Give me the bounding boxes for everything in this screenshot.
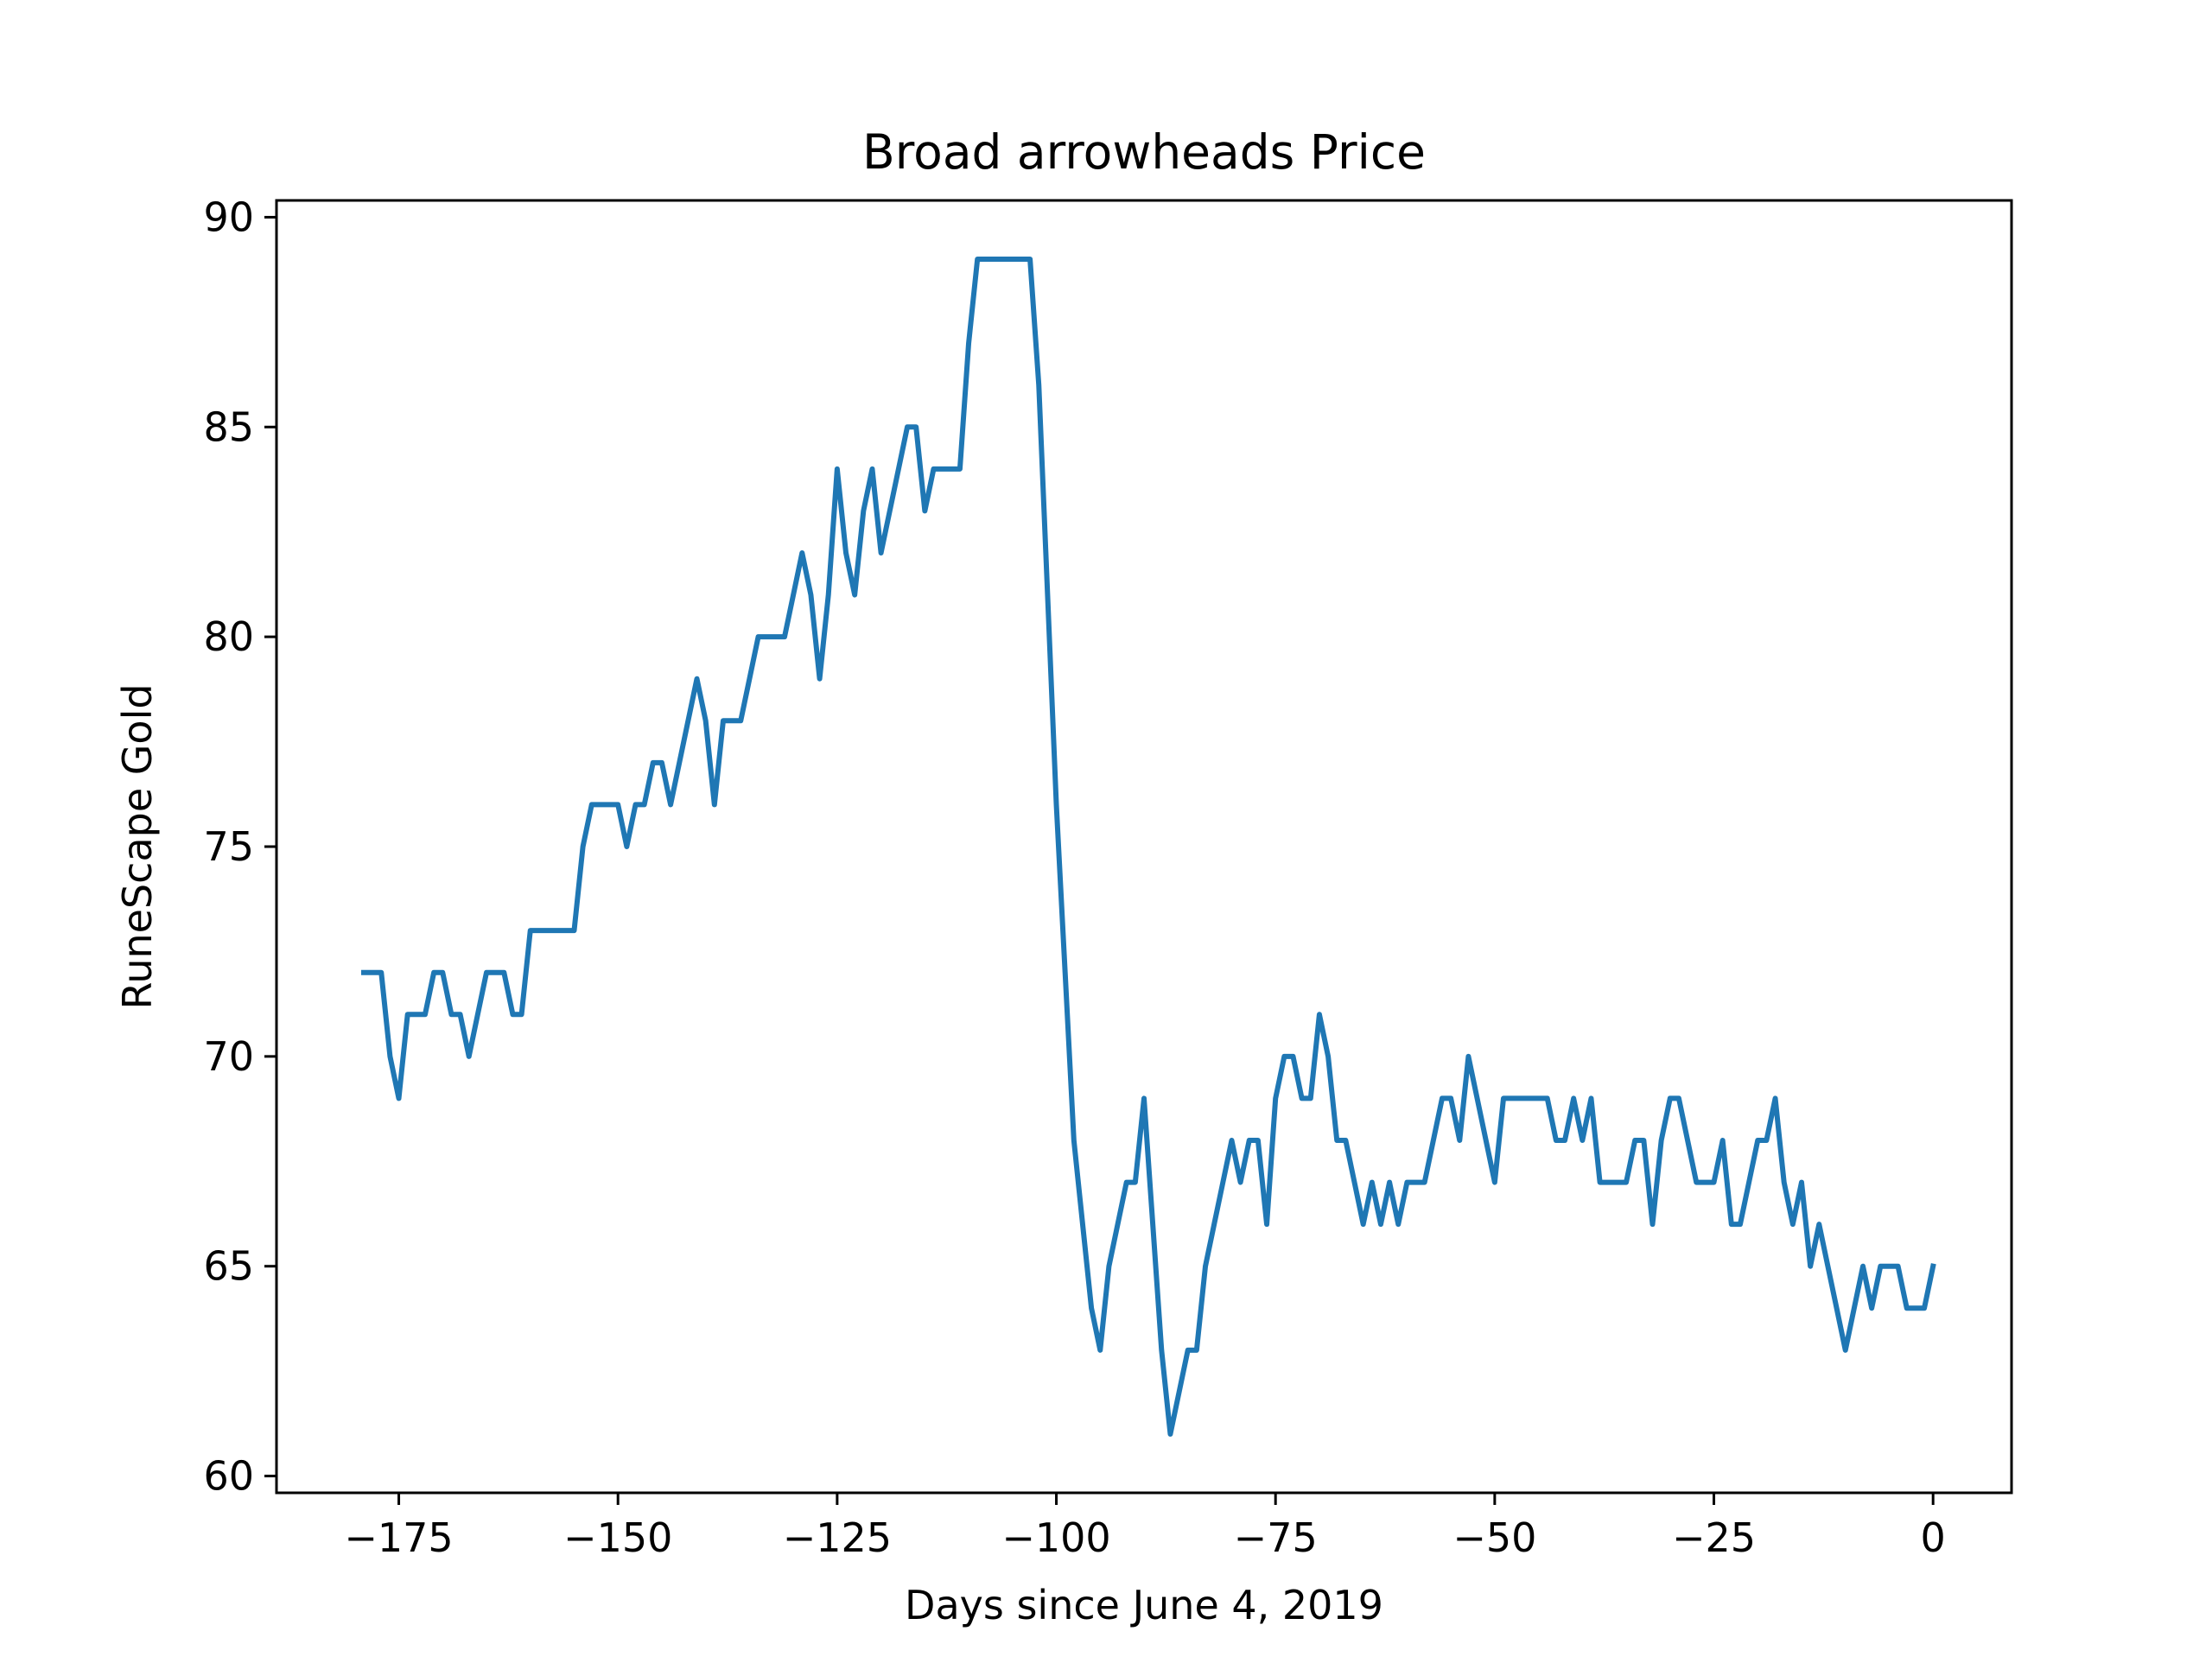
y-axis-label: RuneScape Gold: [114, 683, 161, 1009]
x-tick-label: −175: [344, 1514, 453, 1561]
chart-title: Broad arrowheads Price: [862, 124, 1426, 180]
y-tick-label: 65: [203, 1243, 254, 1290]
series-line-0: [360, 257, 1936, 1437]
y-axis: 60 65 70 75 80 85 90: [203, 194, 276, 1500]
x-axis-label: Days since June 4, 2019: [905, 1582, 1383, 1628]
x-tick-label: 0: [1921, 1514, 1946, 1561]
y-tick-label: 70: [203, 1033, 254, 1080]
y-tick-label: 90: [203, 194, 254, 240]
y-tick-label: 80: [203, 613, 254, 660]
x-axis: −175 −150 −125 −100 −75 −50 −25 0: [344, 1493, 1946, 1561]
x-tick-label: −75: [1234, 1514, 1318, 1561]
y-tick-label: 85: [203, 403, 254, 450]
y-tick-label: 60: [203, 1453, 254, 1500]
x-tick-label: −150: [563, 1514, 672, 1561]
x-tick-label: −100: [1001, 1514, 1110, 1561]
axes-frame: [275, 199, 2013, 1495]
x-tick-label: −50: [1452, 1514, 1536, 1561]
plot-area: [275, 199, 2013, 1495]
y-tick-label: 75: [203, 823, 254, 870]
x-tick-label: −25: [1672, 1514, 1756, 1561]
x-tick-label: −125: [783, 1514, 892, 1561]
